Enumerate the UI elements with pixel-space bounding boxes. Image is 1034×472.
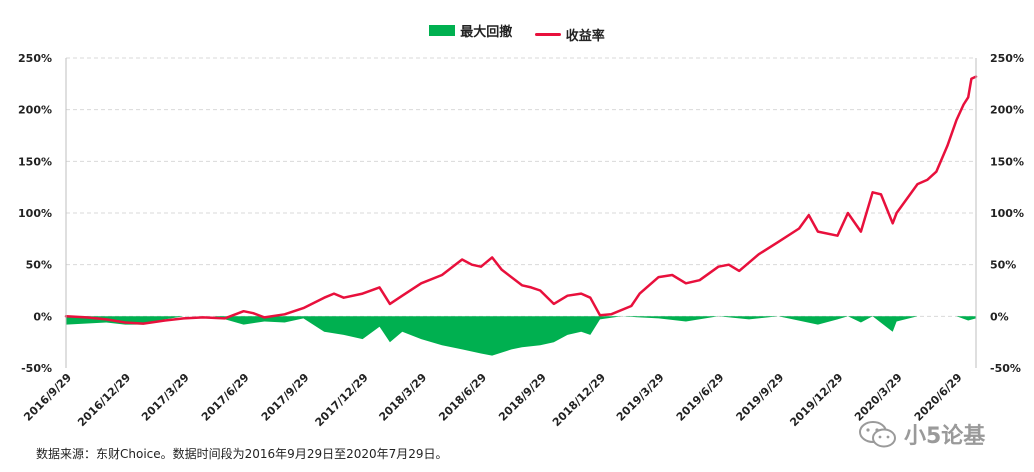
x-tick-label: 2018/6/29 (436, 371, 489, 424)
x-tick-label: 2019/6/29 (674, 371, 727, 424)
x-tick-label: 2016/12/29 (75, 371, 133, 429)
y-right-tick-label: 0% (990, 310, 1009, 323)
series-return-line (64, 75, 978, 325)
y-left-tick-label: 250% (18, 52, 52, 65)
series-drawdown-area (66, 316, 976, 356)
return-line-layer (64, 75, 978, 325)
legend-swatch-return (534, 33, 561, 36)
y-left-tick-label: 50% (26, 259, 52, 272)
y-right-tick-label: 100% (990, 207, 1024, 220)
y-left-tick-label: 0% (33, 310, 52, 323)
x-tick-label: 2018/3/29 (377, 371, 430, 424)
y-right-tick-label: 200% (990, 104, 1024, 117)
x-tick-label: 2017/6/29 (199, 371, 252, 424)
drawdown-area-layer (66, 316, 976, 356)
x-tick-label: 2018/12/29 (550, 371, 608, 429)
y-left-tick-label: -50% (21, 362, 52, 375)
axes (65, 58, 977, 368)
y-right-ticks: 250% 200% 150% 100% 50% 0% -50% (990, 52, 1024, 375)
legend-label-return: 收益率 (565, 29, 605, 44)
grid-lines (66, 57, 976, 317)
watermark-text: 小5论基 (904, 424, 986, 449)
y-left-tick-label: 200% (18, 104, 52, 117)
x-tick-label: 2017/12/29 (313, 371, 371, 429)
x-tick-label: 2020/3/29 (852, 371, 905, 424)
y-left-tick-label: 100% (18, 207, 52, 220)
x-tick-label: 2019/3/29 (614, 371, 667, 424)
x-ticks: 2016/9/29 2016/12/29 2017/3/29 2017/6/29 201… (21, 371, 964, 429)
y-right-tick-label: -50% (990, 362, 1021, 375)
x-tick-label: 2016/9/29 (21, 371, 74, 424)
x-tick-label: 2017/9/29 (259, 371, 312, 424)
x-tick-label: 2017/3/29 (139, 371, 192, 424)
legend-label-drawdown: 最大回撤 (460, 25, 513, 40)
x-tick-label: 2019/12/29 (787, 371, 845, 429)
source-note: 数据来源：东财Choice。数据时间段为2016年9月29日至2020年7月29… (36, 447, 448, 461)
x-tick-label: 2020/6/29 (912, 371, 965, 424)
legend-swatch-drawdown (429, 25, 456, 36)
y-right-tick-label: 250% (990, 52, 1024, 65)
y-right-tick-label: 50% (990, 259, 1016, 272)
y-left-ticks: 250% 200% 150% 100% 50% 0% -50% (18, 52, 52, 375)
watermark: 小5论基 (858, 418, 985, 450)
legend-item-drawdown: 最大回撤 (429, 21, 512, 40)
y-left-tick-label: 150% (18, 155, 52, 168)
legend: 最大回撤 收益率 (0, 21, 1034, 44)
y-right-tick-label: 150% (990, 155, 1024, 168)
legend-item-return: 收益率 (534, 25, 605, 44)
wechat-icon (859, 421, 896, 448)
x-tick-label: 2019/9/29 (734, 371, 787, 424)
x-tick-label: 2018/9/29 (496, 371, 549, 424)
